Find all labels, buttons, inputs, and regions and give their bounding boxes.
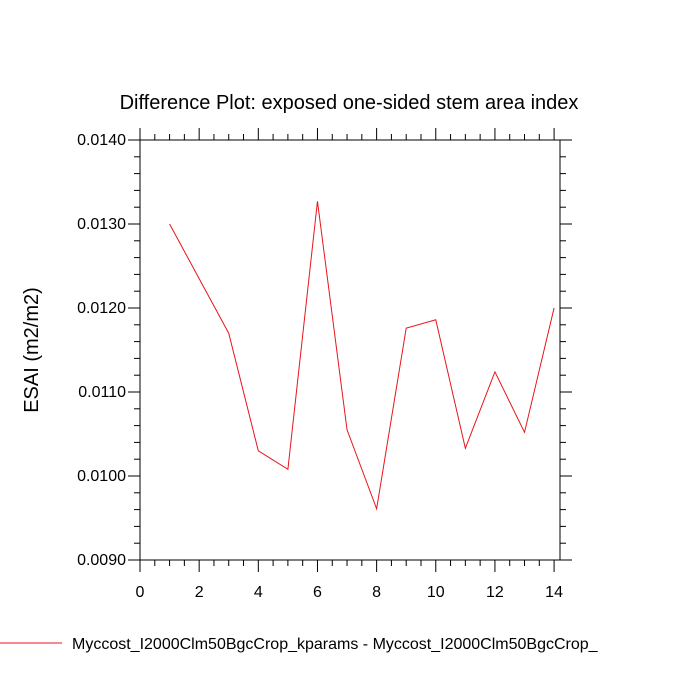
x-tick-label: 8 (372, 584, 381, 601)
y-tick-label: 0.0140 (77, 132, 126, 149)
y-tick-label: 0.0100 (77, 468, 126, 485)
x-tick-label: 14 (545, 584, 563, 601)
y-tick-label: 0.0110 (78, 384, 126, 401)
x-tick-label: 2 (195, 584, 204, 601)
x-tick-label: 6 (313, 584, 322, 601)
series-line (169, 201, 555, 511)
y-tick-label: 0.0120 (77, 300, 126, 317)
ticks-group (128, 128, 572, 572)
x-tick-label: 4 (254, 584, 263, 601)
legend-label: Myccost_I2000Clm50BgcCrop_kparams - Mycc… (72, 636, 599, 653)
x-tick-labels: 0 2 4 6 8 10 12 14 (136, 584, 564, 601)
y-tick-labels: 0.0090 0.0100 0.0110 0.0120 0.0130 0.0140 (77, 132, 126, 569)
plot-area-frame (139, 139, 561, 561)
x-tick-label: 12 (486, 584, 504, 601)
series-group (169, 201, 555, 511)
y-tick-label: 0.0130 (77, 216, 126, 233)
x-tick-label: 10 (427, 584, 445, 601)
chart-title: Difference Plot: exposed one-sided stem … (120, 92, 579, 114)
y-tick-label: 0.0090 (77, 552, 126, 569)
x-tick-label: 0 (136, 584, 145, 601)
y-axis-label: ESAI (m2/m2) (21, 287, 43, 413)
